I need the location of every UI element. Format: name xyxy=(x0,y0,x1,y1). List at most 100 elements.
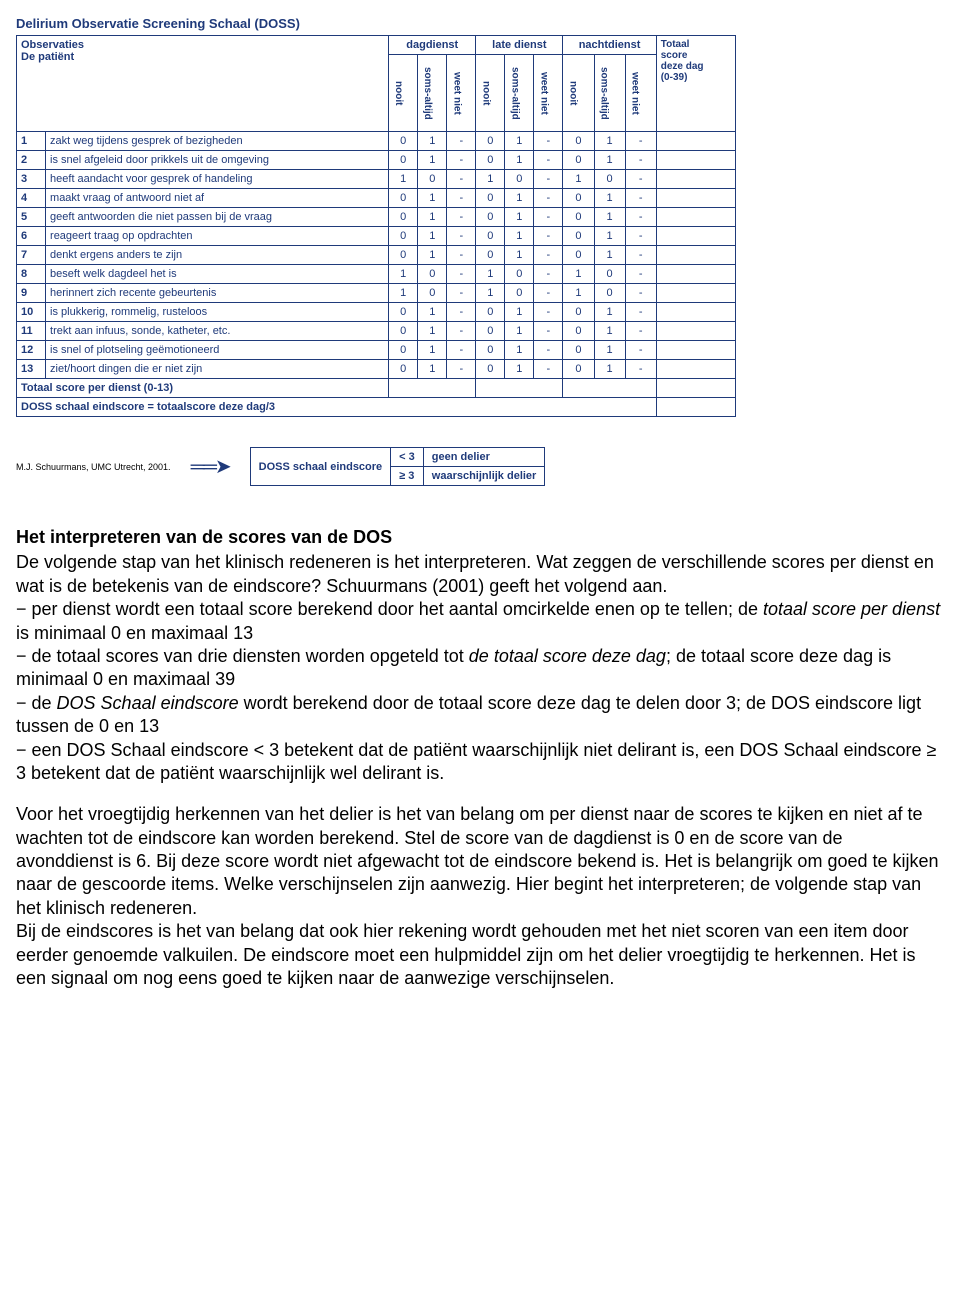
table-title: Delirium Observatie Screening Schaal (DO… xyxy=(16,16,944,31)
score-cell: 1 xyxy=(418,341,447,360)
row-desc: beseft welk dagdeel het is xyxy=(46,265,389,284)
score-cell: 1 xyxy=(594,303,625,322)
score-cell: - xyxy=(625,360,656,379)
score-cell: 1 xyxy=(594,341,625,360)
row-number: 2 xyxy=(17,151,46,170)
score-cell: 0 xyxy=(389,151,418,170)
score-cell: - xyxy=(447,284,476,303)
score-cell: - xyxy=(625,170,656,189)
doss-table: Observaties De patiënt dagdienst late di… xyxy=(16,35,736,417)
legend-wrap: M.J. Schuurmans, UMC Utrecht, 2001. ══➤ … xyxy=(16,447,944,486)
table-row: 4maakt vraag of antwoord niet af01-01-01… xyxy=(17,189,736,208)
score-cell: - xyxy=(625,208,656,227)
table-row: 9herinnert zich recente gebeurtenis10-10… xyxy=(17,284,736,303)
footer-row-eindscore: DOSS schaal eindscore = totaalscore deze… xyxy=(17,398,736,417)
subcol: weet niet xyxy=(447,55,476,132)
score-cell: 1 xyxy=(563,284,594,303)
score-cell: - xyxy=(534,246,563,265)
row-desc: maakt vraag of antwoord niet af xyxy=(46,189,389,208)
score-cell: 0 xyxy=(389,303,418,322)
score-cell: 0 xyxy=(389,132,418,151)
body-heading: Het interpreteren van de scores van de D… xyxy=(16,526,944,549)
row-total xyxy=(656,132,735,151)
row-desc: zakt weg tijdens gesprek of bezigheden xyxy=(46,132,389,151)
row-desc: is snel afgeleid door prikkels uit de om… xyxy=(46,151,389,170)
score-cell: 1 xyxy=(418,246,447,265)
score-cell: 1 xyxy=(418,151,447,170)
score-cell: 1 xyxy=(505,246,534,265)
score-cell: 1 xyxy=(594,227,625,246)
score-cell: 1 xyxy=(476,265,505,284)
table-row: 2is snel afgeleid door prikkels uit de o… xyxy=(17,151,736,170)
score-cell: 0 xyxy=(594,170,625,189)
subcol: soms-altijd xyxy=(505,55,534,132)
table-row: 12is snel of plotseling geëmotioneerd01-… xyxy=(17,341,736,360)
score-cell: 1 xyxy=(505,151,534,170)
total-col-header: Totaal score deze dag (0-39) xyxy=(656,36,735,132)
row-total xyxy=(656,303,735,322)
row-number: 9 xyxy=(17,284,46,303)
score-cell: 1 xyxy=(594,132,625,151)
score-cell: 0 xyxy=(476,303,505,322)
row-desc: heeft aandacht voor gesprek of handeling xyxy=(46,170,389,189)
score-cell: 0 xyxy=(418,265,447,284)
score-cell: 0 xyxy=(505,284,534,303)
score-cell: 0 xyxy=(476,360,505,379)
score-cell: - xyxy=(534,341,563,360)
score-cell: 1 xyxy=(505,341,534,360)
row-total xyxy=(656,170,735,189)
score-cell: 0 xyxy=(563,360,594,379)
score-cell: 1 xyxy=(418,322,447,341)
score-cell: - xyxy=(625,189,656,208)
score-cell: 1 xyxy=(418,189,447,208)
row-total xyxy=(656,208,735,227)
score-cell: 0 xyxy=(476,227,505,246)
row-number: 13 xyxy=(17,360,46,379)
score-cell: 0 xyxy=(389,227,418,246)
score-cell: - xyxy=(447,227,476,246)
row-desc: denkt ergens anders te zijn xyxy=(46,246,389,265)
row-desc: trekt aan infuus, sonde, katheter, etc. xyxy=(46,322,389,341)
score-cell: - xyxy=(447,265,476,284)
score-cell: - xyxy=(447,360,476,379)
score-cell: 1 xyxy=(563,265,594,284)
body-text: Het interpreteren van de scores van de D… xyxy=(16,526,944,990)
subcol: nooit xyxy=(563,55,594,132)
score-cell: 0 xyxy=(389,189,418,208)
score-cell: 1 xyxy=(505,208,534,227)
shift-header-1: late dienst xyxy=(476,36,563,55)
score-cell: 0 xyxy=(418,284,447,303)
row-number: 1 xyxy=(17,132,46,151)
row-desc: geeft antwoorden die niet passen bij de … xyxy=(46,208,389,227)
row-total xyxy=(656,227,735,246)
score-cell: 1 xyxy=(476,284,505,303)
row-number: 7 xyxy=(17,246,46,265)
score-cell: - xyxy=(447,246,476,265)
row-total xyxy=(656,151,735,170)
row-total xyxy=(656,341,735,360)
score-cell: - xyxy=(447,132,476,151)
obs-header-line2: De patiënt xyxy=(21,51,74,63)
subcol: soms-altijd xyxy=(418,55,447,132)
score-cell: - xyxy=(534,284,563,303)
score-cell: 1 xyxy=(418,208,447,227)
score-cell: 0 xyxy=(505,265,534,284)
score-cell: 0 xyxy=(389,208,418,227)
table-row: 13ziet/hoort dingen die er niet zijn01-0… xyxy=(17,360,736,379)
table-row: 1zakt weg tijdens gesprek of bezigheden0… xyxy=(17,132,736,151)
score-cell: 1 xyxy=(389,284,418,303)
obs-header: Observaties De patiënt xyxy=(17,36,389,132)
score-cell: 1 xyxy=(505,132,534,151)
footer-row-total-per-shift: Totaal score per dienst (0-13) xyxy=(17,379,736,398)
shift-header-2: nachtdienst xyxy=(563,36,656,55)
legend-label: DOSS schaal eindscore xyxy=(250,448,391,486)
arrow-icon: ══➤ xyxy=(191,454,230,479)
score-cell: 1 xyxy=(418,132,447,151)
score-cell: - xyxy=(447,208,476,227)
subcol: weet niet xyxy=(534,55,563,132)
score-cell: - xyxy=(447,322,476,341)
table-row: 6reageert traag op opdrachten01-01-01- xyxy=(17,227,736,246)
row-number: 8 xyxy=(17,265,46,284)
score-cell: 0 xyxy=(476,151,505,170)
legend-r2c2: waarschijnlijk delier xyxy=(423,467,545,486)
